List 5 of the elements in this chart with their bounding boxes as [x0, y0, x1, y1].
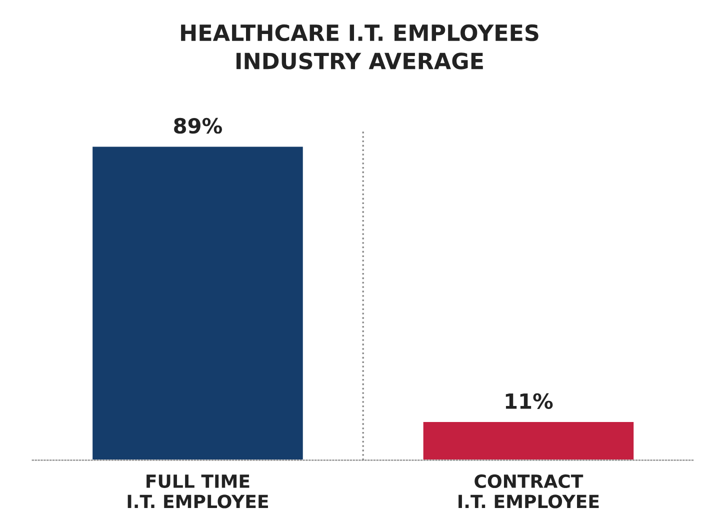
x-tick-label: FULL TIME I.T. EMPLOYEE [128, 474, 268, 508]
x-tick-label: CONTRACT I.T. EMPLOYEE [458, 474, 599, 508]
data-label: 89% [174, 118, 222, 134]
data-label: 11% [506, 393, 553, 409]
chart-title: HEALTHCARE I.T. EMPLOYEES INDUSTRY AVERAGE [181, 24, 538, 70]
